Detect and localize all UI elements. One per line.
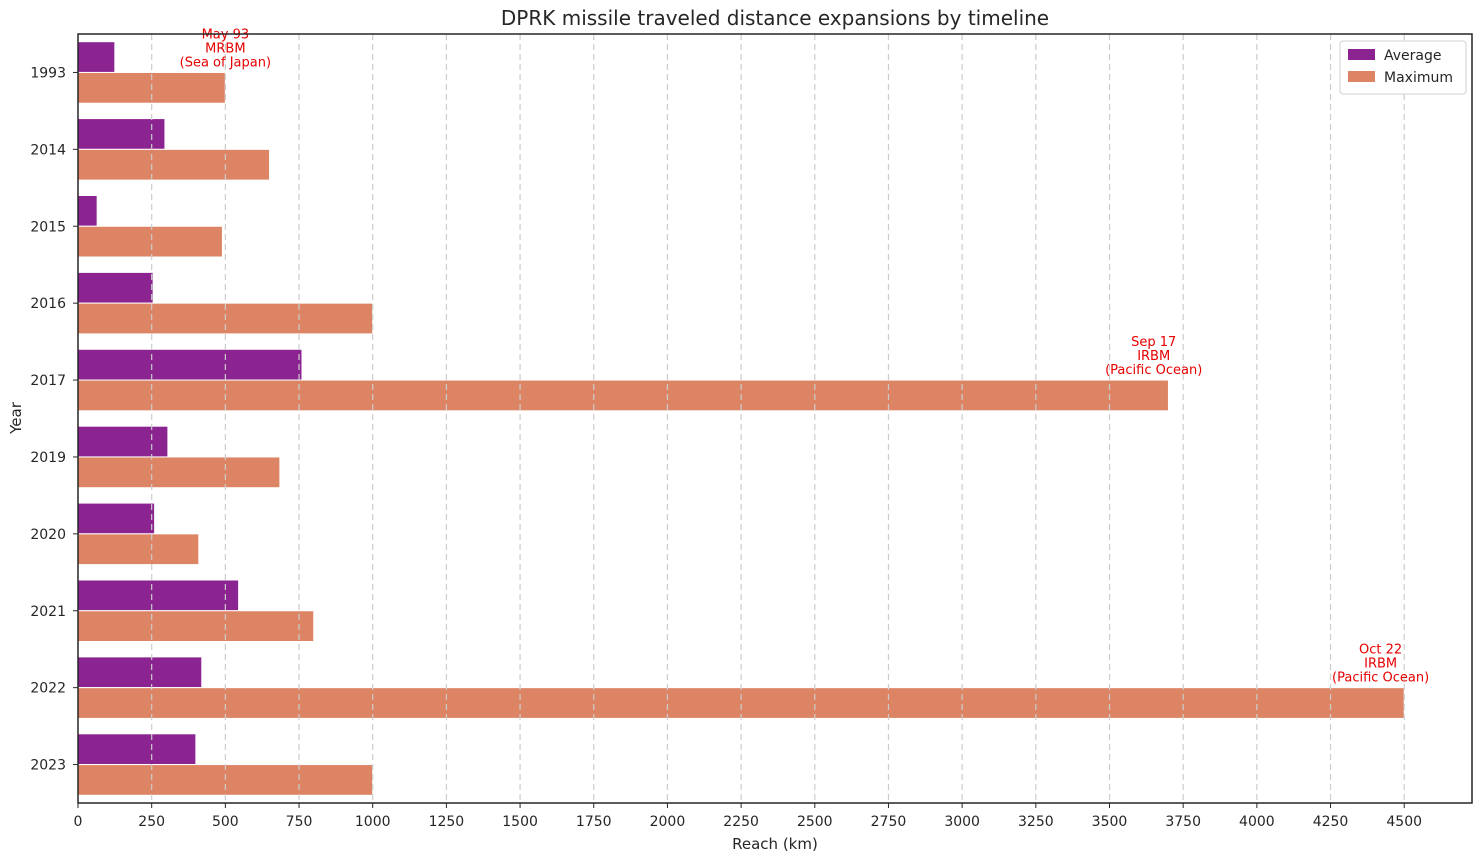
bar-maximum-2015 (77, 225, 223, 258)
bar-maximum-2017 (77, 379, 1169, 412)
x-tick-label-4000: 4000 (1239, 814, 1275, 830)
y-tick-label-2019: 2019 (30, 450, 66, 466)
y-axis-label: Year (7, 401, 25, 435)
bar-maximum-2014 (77, 148, 271, 181)
x-tick-label-750: 750 (286, 814, 313, 830)
annotation-line: Sep 17 (1131, 335, 1176, 350)
legend-swatch-average (1348, 49, 1375, 60)
x-tick-label-1500: 1500 (502, 814, 538, 830)
y-tick-label-2023: 2023 (30, 758, 66, 774)
bar-average-2023 (77, 733, 197, 766)
bar-maximum-2021 (77, 610, 315, 643)
legend: Average Maximum (1339, 40, 1467, 95)
x-axis-ticks: 0 250 500 750 1000 1250 1500 1750 2000 2250 2500 27… (74, 803, 1422, 830)
x-tick-label-2500: 2500 (797, 814, 833, 830)
legend-label-average: Average (1384, 48, 1442, 64)
y-tick-label-2017: 2017 (30, 373, 66, 389)
bar-average-2019 (77, 425, 169, 458)
bar-average-2022 (77, 656, 203, 689)
plot-frame (77, 33, 1473, 804)
x-tick-label-2000: 2000 (650, 814, 686, 830)
x-tick-label-250: 250 (138, 814, 165, 830)
x-axis-label: Reach (km) (732, 835, 818, 853)
legend-swatch-maximum (1348, 71, 1375, 82)
chart-title: DPRK missile traveled distance expansion… (501, 6, 1049, 30)
legend-label-maximum: Maximum (1384, 70, 1453, 86)
annotation-line: (Pacific Ocean) (1332, 670, 1429, 685)
bar-average-2016 (77, 271, 154, 304)
x-tick-label-3500: 3500 (1092, 814, 1128, 830)
x-tick-label-4500: 4500 (1386, 814, 1422, 830)
annotation-line: MRBM (205, 41, 245, 56)
bar-maximum-2022 (77, 687, 1405, 719)
annotation-line: (Sea of Japan) (180, 55, 271, 70)
x-tick-label-4250: 4250 (1313, 814, 1349, 830)
y-tick-label-2021: 2021 (30, 604, 66, 620)
grid-lines (151, 34, 1405, 803)
annotations-layer: May 93 MRBM (Sea of Japan)Sep 17 IRBM (Pacif… (180, 27, 1430, 685)
x-tick-label-0: 0 (74, 814, 83, 830)
annotation-line: IRBM (1364, 656, 1397, 671)
y-tick-label-2020: 2020 (30, 527, 66, 543)
bar-maximum-2020 (77, 533, 200, 566)
x-tick-label-2250: 2250 (723, 814, 759, 830)
x-tick-label-500: 500 (212, 814, 239, 830)
y-tick-label-2014: 2014 (30, 142, 66, 158)
bar-maximum-2019 (77, 456, 281, 489)
annotation-1993: May 93 MRBM (Sea of Japan) (180, 27, 271, 70)
annotation-line: IRBM (1137, 349, 1170, 364)
y-axis-ticks: 1993 2014 2015 2016 2017 2019 2020 2021 2022 2023 (30, 65, 78, 774)
x-tick-label-1750: 1750 (576, 814, 612, 830)
annotation-2022: Oct 22 IRBM (Pacific Ocean) (1332, 642, 1429, 685)
bars-layer (77, 41, 1405, 796)
bar-average-2021 (77, 579, 240, 612)
bar-average-2020 (77, 502, 156, 535)
y-tick-label-2016: 2016 (30, 296, 66, 312)
x-tick-label-2750: 2750 (871, 814, 907, 830)
annotation-2017: Sep 17 IRBM (Pacific Ocean) (1105, 335, 1202, 378)
x-tick-label-3250: 3250 (1018, 814, 1054, 830)
bar-average-1993 (77, 41, 116, 73)
annotation-line: Oct 22 (1359, 642, 1402, 657)
bar-average-2015 (77, 194, 98, 227)
x-tick-label-1250: 1250 (429, 814, 465, 830)
y-tick-label-2022: 2022 (30, 681, 66, 697)
annotation-line: (Pacific Ocean) (1105, 363, 1202, 378)
bar-average-2017 (77, 348, 303, 381)
annotation-line: May 93 (202, 27, 250, 42)
y-tick-label-2015: 2015 (30, 219, 66, 235)
y-tick-label-1993: 1993 (30, 65, 66, 81)
x-tick-label-3750: 3750 (1165, 814, 1201, 830)
x-tick-label-3000: 3000 (944, 814, 980, 830)
x-tick-label-1000: 1000 (355, 814, 391, 830)
